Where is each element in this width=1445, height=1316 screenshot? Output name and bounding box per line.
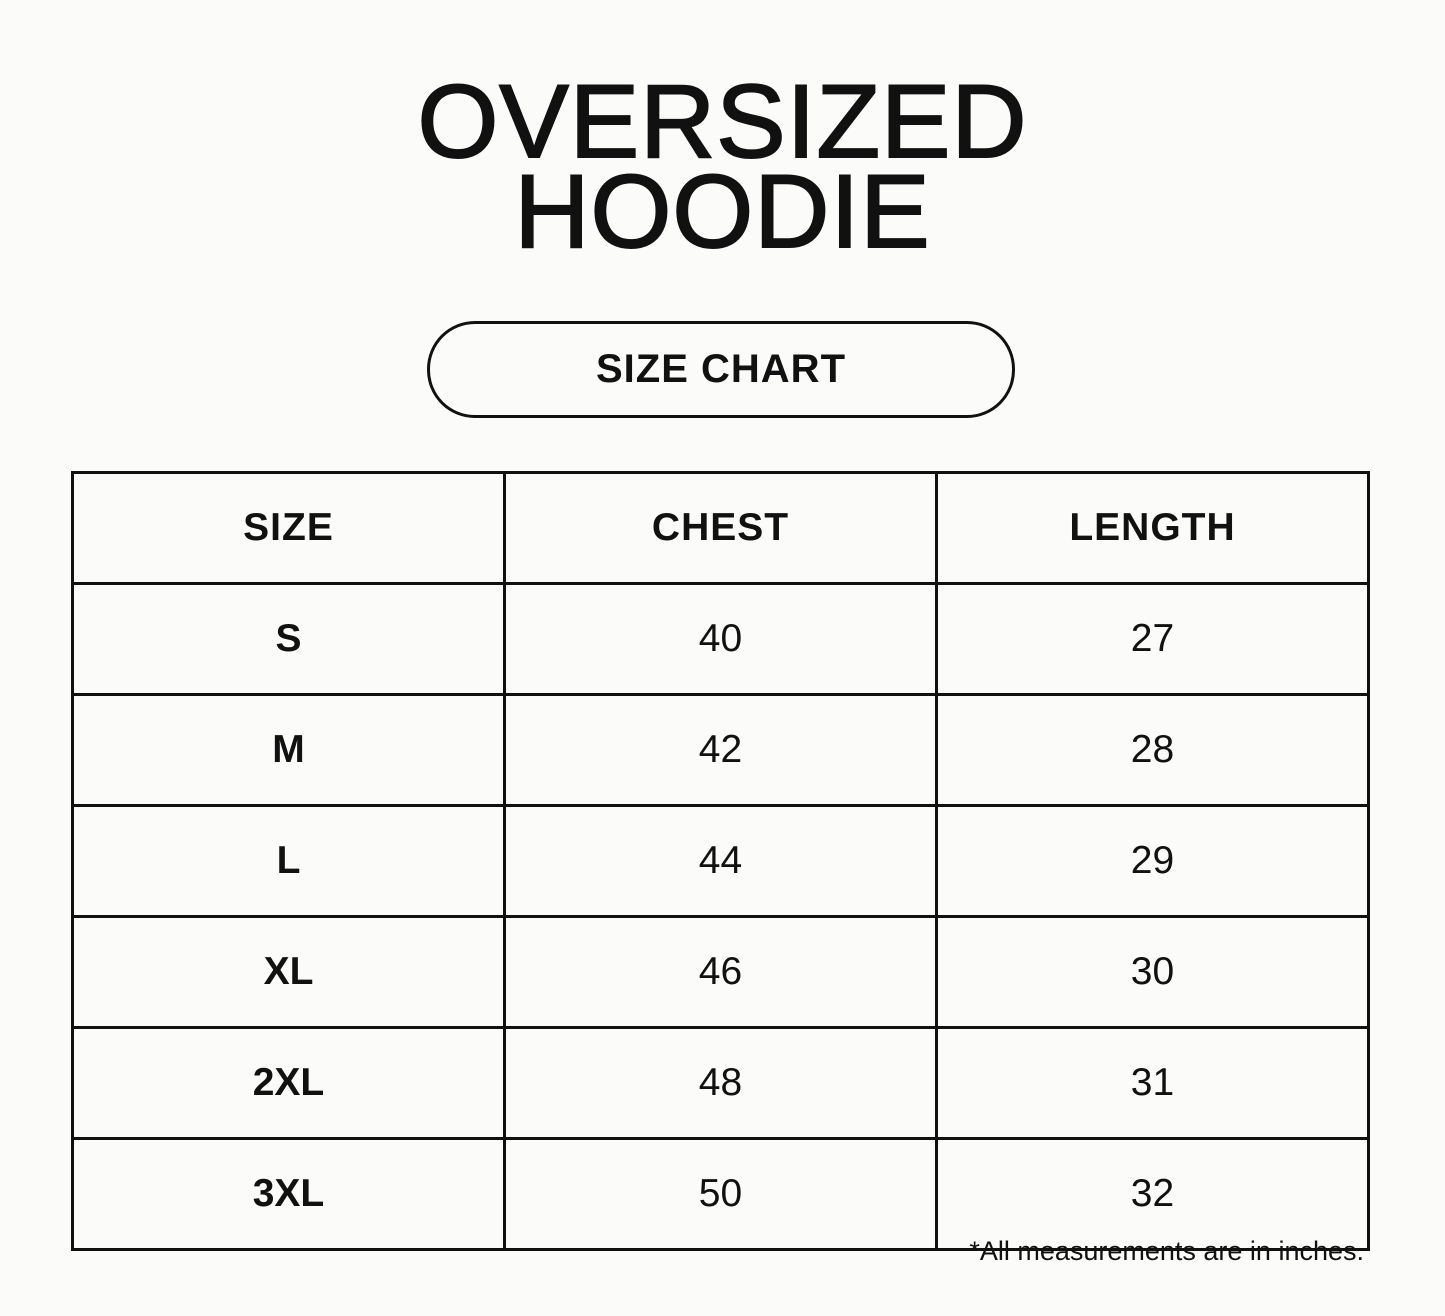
cell-chest: 50 (503, 1137, 938, 1251)
cell-length: 29 (935, 804, 1370, 918)
size-chart-badge: SIZE CHART (427, 321, 1015, 418)
size-table: SIZE CHEST LENGTH S 40 27 M 42 28 L 44 29 XL 46 30 2… (71, 471, 1370, 1251)
cell-chest: 40 (503, 582, 938, 696)
header-size: SIZE (71, 471, 506, 585)
cell-length: 31 (935, 1026, 1370, 1140)
footnote: *All measurements are in inches. (969, 1236, 1364, 1266)
table-row: XL 46 30 (71, 915, 1370, 1029)
cell-chest: 44 (503, 804, 938, 918)
table-row: L 44 29 (71, 804, 1370, 918)
table-header-row: SIZE CHEST LENGTH (71, 471, 1370, 585)
cell-size: S (71, 582, 506, 696)
cell-size: 3XL (71, 1137, 506, 1251)
table-row: S 40 27 (71, 582, 1370, 696)
cell-length: 30 (935, 915, 1370, 1029)
size-chart-label: SIZE CHART (596, 347, 846, 391)
table-row: 2XL 48 31 (71, 1026, 1370, 1140)
cell-size: 2XL (71, 1026, 506, 1140)
cell-chest: 46 (503, 915, 938, 1029)
title-line-1: OVERSIZED (417, 64, 1028, 180)
cell-length: 27 (935, 582, 1370, 696)
table-row: 3XL 50 32 (71, 1137, 1370, 1251)
cell-chest: 42 (503, 693, 938, 807)
table-row: M 42 28 (71, 693, 1370, 807)
cell-size: XL (71, 915, 506, 1029)
header-chest: CHEST (503, 471, 938, 585)
cell-length: 28 (935, 693, 1370, 807)
cell-size: M (71, 693, 506, 807)
cell-size: L (71, 804, 506, 918)
cell-chest: 48 (503, 1026, 938, 1140)
title-line-2: HOODIE (513, 154, 931, 270)
header-length: LENGTH (935, 471, 1370, 585)
cell-length: 32 (935, 1137, 1370, 1251)
